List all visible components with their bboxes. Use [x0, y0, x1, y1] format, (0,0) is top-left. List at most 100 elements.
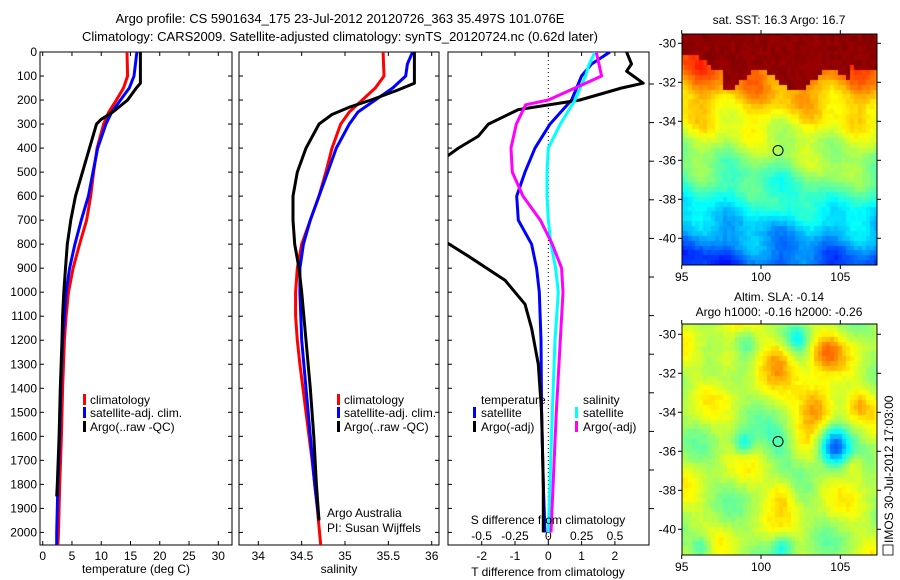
series-line-climatology: [294, 52, 386, 545]
s-tick-label: 0.25: [570, 529, 594, 543]
legend-swatch-satellite: [337, 407, 340, 418]
legend-label: Argo(..raw -QC): [90, 420, 175, 434]
map-y-tick-label: -30: [659, 36, 677, 50]
legend-header-temperature: temperature: [481, 393, 546, 407]
series-line-temperature-argo-adj-: [448, 52, 645, 533]
x-tick-label: 20: [153, 549, 167, 563]
imos-logo-icon: [882, 544, 894, 556]
map-y-tick-label: -34: [659, 114, 677, 128]
y-tick-label: 0: [30, 45, 37, 59]
x-tick-label: 2: [612, 549, 619, 563]
series-group: [55, 52, 142, 545]
y-tick-label: 1600: [10, 429, 37, 443]
y-tick-label: 500: [17, 165, 37, 179]
figure-title-line2: Climatology: CARS2009. Satellite-adjuste…: [82, 29, 598, 44]
legend-label: satellite: [481, 406, 522, 420]
salinity-legend: climatology satellite-adj. clim. Argo(..…: [337, 393, 436, 434]
x-tick-label: -2: [476, 549, 487, 563]
series-group: [448, 52, 645, 533]
y-tick-label: 1900: [10, 501, 37, 515]
map-y-tick-label: -40: [659, 231, 677, 245]
x-tick-label: 34: [252, 549, 266, 563]
map-y-tick-label: -36: [659, 444, 677, 458]
temperature-axes: 0100200300400500600700800900100011001200…: [10, 45, 233, 563]
series-group: [291, 52, 416, 545]
x-tick-label: 35: [338, 549, 352, 563]
salinity-xlabel: salinity: [321, 562, 358, 576]
sst-map-image: [682, 34, 877, 265]
temperature-legend: climatology satellite-adj. clim. Argo(..…: [83, 393, 182, 434]
y-tick-label: 100: [17, 69, 37, 83]
x-tick-label: -1: [510, 549, 521, 563]
map-y-tick-label: -40: [659, 522, 677, 536]
map-y-tick-label: -30: [659, 327, 677, 341]
y-tick-label: 200: [17, 93, 37, 107]
map-x-tick-label: 100: [751, 560, 771, 574]
legend-label: climatology: [344, 393, 404, 407]
series-line-satellite-adj-clim-: [298, 52, 414, 521]
y-tick-label: 600: [17, 189, 37, 203]
map-x-tick-label: 100: [751, 270, 771, 284]
legend-label: Argo(-adj): [583, 420, 636, 434]
sla-map-image: [682, 324, 877, 555]
y-tick-label: 300: [17, 117, 37, 131]
map-x-tick-label: 95: [675, 270, 689, 284]
legend-swatch-s-satellite: [575, 407, 578, 418]
temperature-xlabel: temperature (deg C): [82, 562, 190, 576]
credit-line1: Argo Australia: [327, 506, 402, 520]
map-frame: [681, 33, 878, 266]
legend-label: climatology: [90, 393, 150, 407]
legend-swatch-climatology: [83, 394, 86, 405]
legend-swatch-satellite: [83, 407, 86, 418]
legend-swatch-s-argo: [575, 421, 578, 432]
legend-swatch-t-argo: [473, 421, 476, 432]
figure-title-line1: Argo profile: CS 5901634_175 23-Jul-2012…: [116, 11, 565, 26]
map-y-tick-label: -38: [659, 483, 677, 497]
legend-swatch-argo: [83, 421, 86, 432]
y-tick-label: 1500: [10, 405, 37, 419]
legend-label: satellite-adj. clim.: [344, 406, 436, 420]
axes-frame: [238, 51, 440, 546]
legend-header-salinity: salinity: [583, 393, 620, 407]
map-x-tick-label: 105: [830, 270, 850, 284]
y-tick-label: 1100: [11, 309, 37, 323]
map-frame: [681, 323, 878, 556]
s-tick-label: -0.25: [501, 529, 529, 543]
t-difference-xlabel: T difference from climatology: [471, 565, 625, 579]
credit-line2: PI: Susan Wijffels: [327, 521, 421, 535]
s-difference-label: S difference from climatology: [471, 513, 626, 527]
map-y-tick-label: -32: [659, 366, 677, 380]
series-line-salinity-argo-adj-: [509, 52, 604, 533]
legend-swatch-t-satellite: [473, 407, 476, 418]
x-tick-label: 34.5: [290, 549, 314, 563]
map-y-tick-label: -34: [659, 405, 677, 419]
map-x-tick-label: 95: [675, 560, 689, 574]
x-tick-label: 30: [212, 549, 226, 563]
x-tick-label: 36: [425, 549, 439, 563]
legend-label: Argo(-adj): [481, 420, 534, 434]
y-tick-label: 900: [17, 261, 37, 275]
s-tick-label: -0.5: [471, 529, 492, 543]
x-tick-label: 25: [182, 549, 196, 563]
map-axes: 95 100 105 -30 -32 -34 -36 -38 -40 95 100 105 -30 -32…: [659, 30, 881, 574]
x-tick-label: 15: [124, 549, 138, 563]
y-tick-label: 1400: [10, 381, 37, 395]
series-line-argo-raw-qc-: [55, 52, 142, 497]
salinity-axes: 34 34.5 35 35.5 36: [238, 51, 440, 563]
x-tick-label: 5: [69, 549, 76, 563]
x-tick-label: 35.5: [377, 549, 401, 563]
s-tick-label: 0.5: [607, 529, 624, 543]
y-tick-label: 1300: [10, 357, 37, 371]
y-tick-label: 1700: [10, 453, 37, 467]
legend-label: Argo(..raw -QC): [344, 420, 429, 434]
map-y-tick-label: -38: [659, 192, 677, 206]
imos-timestamp: IMOS 30-Jul-2012 17:03:00: [882, 395, 896, 543]
map-x-tick-label: 105: [830, 560, 850, 574]
y-tick-label: 2000: [10, 525, 37, 539]
legend-label: satellite: [583, 406, 624, 420]
y-tick-label: 1800: [10, 477, 37, 491]
x-tick-label: 0: [39, 549, 46, 563]
